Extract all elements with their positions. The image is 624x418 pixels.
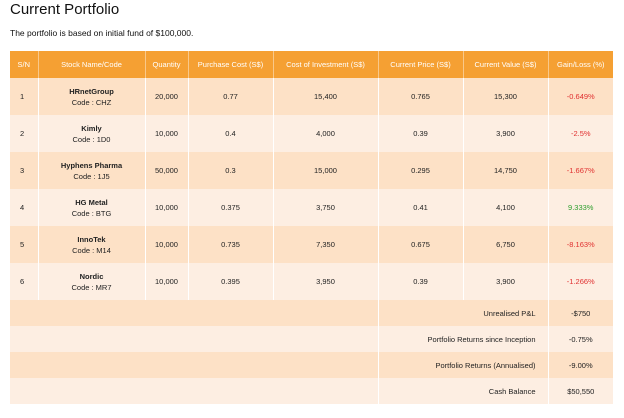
summary-label: Unrealised P&L	[377, 300, 548, 326]
cell-stock: Kimly Code : 1D0	[37, 115, 145, 152]
cell-cost-of-investment: 3,750	[272, 189, 378, 226]
cell-gain-loss: 9.333%	[547, 189, 613, 226]
cell-purchase-cost: 0.735	[187, 226, 273, 263]
table-row: 6 Nordic Code : MR7 10,000 0.395 3,950 0…	[10, 263, 613, 300]
page-title: Current Portfolio	[10, 1, 120, 18]
cell-current-value: 4,100	[462, 189, 548, 226]
header-stock-name: Stock Name/Code	[37, 51, 145, 78]
summary-spacer	[10, 300, 378, 326]
cell-gain-loss: -1.667%	[547, 152, 613, 189]
summary-value: -0.75%	[547, 326, 613, 352]
cell-sn: 3	[10, 152, 38, 189]
cell-cost-of-investment: 15,400	[272, 78, 378, 115]
cell-current-price: 0.39	[377, 115, 463, 152]
table-row: 1 HRnetGroup Code : CHZ 20,000 0.77 15,4…	[10, 78, 613, 115]
table-row: 4 HG Metal Code : BTG 10,000 0.375 3,750…	[10, 189, 613, 226]
cell-current-price: 0.295	[377, 152, 463, 189]
cell-sn: 4	[10, 189, 38, 226]
cell-current-price: 0.39	[377, 263, 463, 300]
cell-sn: 5	[10, 226, 38, 263]
cell-current-price: 0.675	[377, 226, 463, 263]
summary-label: Portfolio Returns since Inception	[377, 326, 548, 352]
cell-sn: 2	[10, 115, 38, 152]
cell-quantity: 10,000	[144, 189, 188, 226]
summary-spacer	[10, 378, 378, 404]
header-gain-loss: Gain/Loss (%)	[547, 51, 613, 78]
portfolio-table: S/N Stock Name/Code Quantity Purchase Co…	[10, 51, 613, 404]
cell-current-price: 0.41	[377, 189, 463, 226]
summary-value: -$750	[547, 300, 613, 326]
summary-value: -9.00%	[547, 352, 613, 378]
stock-name: HG Metal	[75, 197, 108, 207]
table-header-row: S/N Stock Name/Code Quantity Purchase Co…	[10, 51, 613, 78]
cell-cost-of-investment: 3,950	[272, 263, 378, 300]
cell-current-value: 6,750	[462, 226, 548, 263]
cell-cost-of-investment: 7,350	[272, 226, 378, 263]
header-quantity: Quantity	[144, 51, 188, 78]
cell-current-value: 3,900	[462, 115, 548, 152]
cell-purchase-cost: 0.3	[187, 152, 273, 189]
cell-cost-of-investment: 4,000	[272, 115, 378, 152]
portfolio-page: Current Portfolio The portfolio is based…	[10, 1, 613, 404]
table-row: 5 InnoTek Code : M14 10,000 0.735 7,350 …	[10, 226, 613, 263]
cell-quantity: 10,000	[144, 115, 188, 152]
summary-label: Cash Balance	[377, 378, 548, 404]
cell-purchase-cost: 0.4	[187, 115, 273, 152]
stock-code: Code : CHZ	[71, 97, 112, 107]
stock-name: InnoTek	[77, 234, 106, 244]
summary-value: $50,550	[547, 378, 613, 404]
cell-gain-loss: -0.649%	[547, 78, 613, 115]
table-row: 3 Hyphens Pharma Code : 1J5 50,000 0.3 1…	[10, 152, 613, 189]
cell-quantity: 10,000	[144, 226, 188, 263]
cell-quantity: 10,000	[144, 263, 188, 300]
stock-name: Hyphens Pharma	[60, 160, 123, 170]
summary-spacer	[10, 352, 378, 378]
cell-purchase-cost: 0.77	[187, 78, 273, 115]
cell-gain-loss: -2.5%	[547, 115, 613, 152]
cell-sn: 1	[10, 78, 38, 115]
summary-row-returns-inception: Portfolio Returns since Inception -0.75%	[10, 326, 613, 352]
header-current-price: Current Price (S$)	[377, 51, 463, 78]
summary-label: Portfolio Returns (Annualised)	[377, 352, 548, 378]
cell-stock: HG Metal Code : BTG	[37, 189, 145, 226]
header-cost-of-investment: Cost of Investment (S$)	[272, 51, 378, 78]
summary-row-returns-annualised: Portfolio Returns (Annualised) -9.00%	[10, 352, 613, 378]
cell-current-value: 14,750	[462, 152, 548, 189]
stock-code: Code : BTG	[71, 208, 112, 218]
cell-cost-of-investment: 15,000	[272, 152, 378, 189]
stock-code: Code : 1J5	[73, 171, 110, 181]
cell-stock: InnoTek Code : M14	[37, 226, 145, 263]
summary-row-unrealised-pl: Unrealised P&L -$750	[10, 300, 613, 326]
cell-quantity: 20,000	[144, 78, 188, 115]
summary-spacer	[10, 326, 378, 352]
summary-row-cash-balance: Cash Balance $50,550	[10, 378, 613, 404]
stock-code: Code : MR7	[71, 282, 112, 292]
cell-current-value: 3,900	[462, 263, 548, 300]
header-sn: S/N	[10, 51, 38, 78]
cell-stock: HRnetGroup Code : CHZ	[37, 78, 145, 115]
intro-text: The portfolio is based on initial fund o…	[10, 28, 194, 38]
header-current-value: Current Value (S$)	[462, 51, 548, 78]
stock-name: Nordic	[79, 271, 104, 281]
cell-sn: 6	[10, 263, 38, 300]
cell-current-price: 0.765	[377, 78, 463, 115]
stock-code: Code : 1D0	[72, 134, 111, 144]
header-purchase-cost: Purchase Cost (S$)	[187, 51, 273, 78]
cell-current-value: 15,300	[462, 78, 548, 115]
stock-name: Kimly	[81, 123, 102, 133]
cell-quantity: 50,000	[144, 152, 188, 189]
cell-gain-loss: -1.266%	[547, 263, 613, 300]
cell-purchase-cost: 0.375	[187, 189, 273, 226]
cell-purchase-cost: 0.395	[187, 263, 273, 300]
cell-stock: Hyphens Pharma Code : 1J5	[37, 152, 145, 189]
stock-name: HRnetGroup	[69, 86, 114, 96]
stock-code: Code : M14	[72, 245, 111, 255]
cell-gain-loss: -8.163%	[547, 226, 613, 263]
table-row: 2 Kimly Code : 1D0 10,000 0.4 4,000 0.39…	[10, 115, 613, 152]
cell-stock: Nordic Code : MR7	[37, 263, 145, 300]
